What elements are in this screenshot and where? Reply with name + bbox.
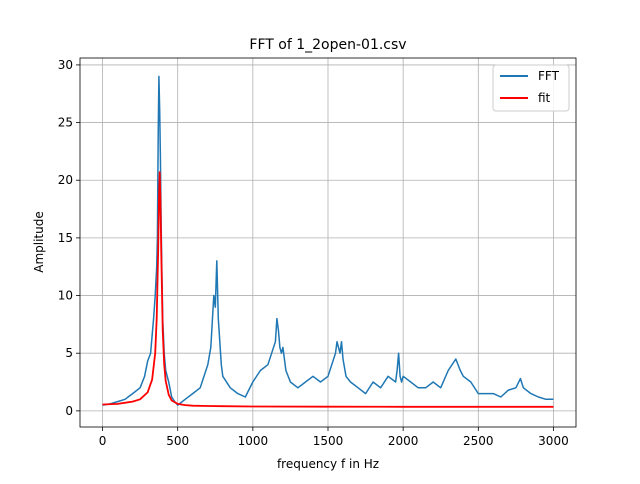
y-tick-label: 30 — [58, 58, 73, 72]
y-tick-label: 25 — [58, 116, 73, 130]
x-tick-label: 2000 — [388, 434, 419, 448]
grid-lines — [80, 58, 576, 427]
legend-label-fft: FFT — [538, 69, 560, 83]
y-axis-label: Amplitude — [32, 211, 46, 273]
legend-label-fit: fit — [538, 91, 551, 105]
series-line-fit — [102, 171, 554, 408]
x-tick-label: 0 — [99, 434, 107, 448]
y-tick-label: 15 — [58, 231, 73, 245]
x-tick-label: 2500 — [463, 434, 494, 448]
x-axis-ticks: 0 500 1000 1500 2000 2500 3000 — [99, 427, 569, 448]
x-tick-label: 1500 — [313, 434, 344, 448]
x-tick-label: 1000 — [238, 434, 269, 448]
y-axis-ticks: 0 5 10 15 20 25 30 — [58, 58, 80, 418]
chart-title: FFT of 1_2open-01.csv — [249, 37, 406, 53]
y-tick-label: 10 — [58, 289, 73, 303]
y-tick-label: 0 — [65, 404, 73, 418]
series-layer — [102, 75, 554, 408]
x-tick-label: 500 — [166, 434, 189, 448]
legend: FFT fit — [492, 64, 570, 112]
x-axis-label: frequency f in Hz — [277, 457, 379, 471]
x-tick-label: 3000 — [538, 434, 569, 448]
y-tick-label: 20 — [58, 173, 73, 187]
y-tick-label: 5 — [65, 346, 73, 360]
